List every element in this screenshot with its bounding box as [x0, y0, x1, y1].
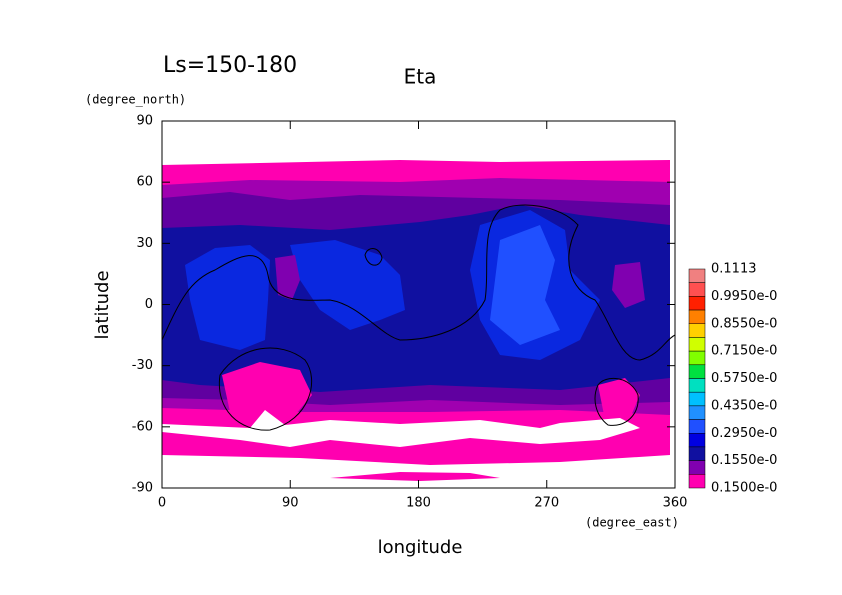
colorbar-label: 0.5750e-0 — [711, 371, 777, 386]
y-tick-label: 60 — [136, 175, 153, 190]
colorbar-box — [688, 419, 706, 434]
topography-contour — [161, 204, 676, 431]
y-tick-label: 0 — [145, 297, 153, 312]
colorbar-box — [688, 309, 706, 324]
colorbar-box — [688, 446, 706, 461]
colorbar-label: 0.9950e-0 — [711, 289, 777, 304]
colorbar-label: 0.1500e-0 — [711, 481, 777, 496]
y-tick-label: -90 — [132, 481, 153, 496]
y-tick-label: 30 — [136, 236, 153, 251]
colorbar-box — [688, 323, 706, 338]
y-unit: (degree_north) — [85, 93, 186, 107]
colorbar-box — [688, 268, 706, 283]
y-tick-label: -60 — [132, 419, 153, 434]
colorbar-box — [688, 282, 706, 297]
contour-fill — [162, 160, 670, 481]
colorbar-box — [688, 364, 706, 379]
colorbar-label: 0.7150e-0 — [711, 344, 777, 359]
colorbar-box — [688, 378, 706, 393]
colorbar-label: 0.4350e-0 — [711, 398, 777, 413]
colorbar-box — [688, 337, 706, 352]
y-axis-label: latitude — [92, 270, 113, 339]
colorbar-box — [688, 460, 706, 475]
colorbar-box — [688, 391, 706, 407]
colorbar-label: 0.2950e-0 — [711, 426, 777, 441]
colorbar-box — [688, 296, 706, 311]
x-unit: (degree_east) — [585, 516, 679, 530]
y-tick-label: -30 — [132, 358, 153, 373]
x-tick-label: 0 — [158, 496, 166, 511]
x-tick-label: 360 — [663, 496, 688, 511]
colorbar-label: 0.1113 — [711, 262, 757, 277]
colorbar-label: 0.8550e-0 — [711, 316, 777, 331]
y-tick-label: 90 — [136, 114, 153, 129]
colorbar-box — [688, 433, 706, 448]
chart-title: Eta — [404, 65, 437, 89]
x-tick-label: 180 — [406, 496, 431, 511]
subtitle: Ls=150-180 — [163, 53, 297, 78]
colorbar-box — [688, 350, 706, 366]
x-axis-label: longitude — [378, 537, 463, 558]
x-tick-label: 90 — [282, 496, 299, 511]
colorbar-box — [688, 474, 706, 489]
colorbar-label: 0.1550e-0 — [711, 453, 777, 468]
colorbar-box — [688, 405, 706, 420]
x-tick-label: 270 — [534, 496, 559, 511]
